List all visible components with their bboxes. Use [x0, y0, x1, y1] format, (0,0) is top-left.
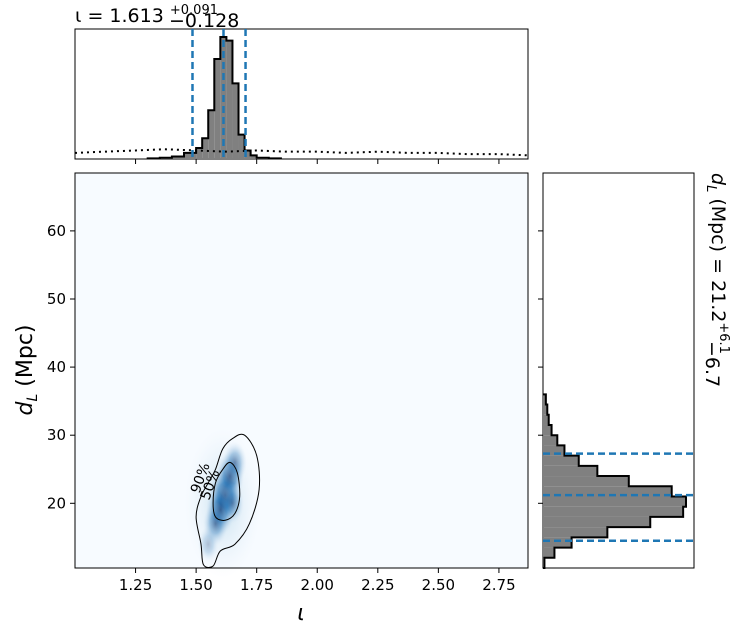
iota-histogram-frame [74, 28, 529, 160]
iota-hist-bar [196, 148, 203, 159]
joint-background [75, 173, 528, 568]
iota-histogram-panel: ι = 1.613 +0.091 −0.128 [74, 3, 529, 160]
dl-hist-bar [543, 394, 546, 405]
dl-hist-bar [543, 547, 555, 558]
iota-hist-outline [146, 36, 282, 160]
iota-prior-line [74, 148, 529, 157]
dl-title: dL (Mpc) = 21.2+6.1 −6.7 [701, 173, 731, 387]
iota-hist-bar [214, 58, 221, 159]
dl-hist-bar [543, 414, 549, 425]
y-tick-label: 30 [47, 426, 66, 444]
y-tick-label: 20 [47, 494, 66, 512]
iota-hist-bar [202, 138, 209, 159]
dl-hist-bar [543, 435, 558, 446]
y-tick-label: 50 [47, 290, 66, 308]
joint-posterior-panel: 90%50% 1.25 1.50 1.75 2.00 2.25 2.50 2.7520304… [13, 159, 543, 626]
dl-hist-bar [543, 424, 552, 436]
dl-hist-bar [543, 404, 548, 415]
x-tick-label: 2.00 [301, 576, 334, 594]
x-tick-label: 1.25 [119, 576, 152, 594]
y-tick-label: 40 [47, 358, 66, 376]
y-tick-label: 60 [47, 222, 66, 240]
dl-histogram-panel: dL (Mpc) = 21.2+6.1 −6.7 [542, 172, 731, 569]
dl-hist-outline [543, 393, 687, 569]
joint-frame [74, 172, 529, 569]
x-axis-label: ι [297, 601, 304, 626]
dl-hist-bar [543, 486, 672, 497]
dl-hist-bar [543, 496, 686, 507]
dl-title-sub: −6.7 [701, 341, 723, 387]
x-tick-label: 2.25 [361, 576, 394, 594]
dl-hist-bar [543, 476, 629, 487]
iota-hist-bar [171, 156, 185, 159]
x-tick-label: 2.75 [482, 576, 515, 594]
dl-hist-bar [543, 506, 684, 517]
y-axis-label: dL (Mpc) [13, 325, 41, 416]
iota-hist-bar [226, 40, 233, 159]
x-tick-label: 1.50 [179, 576, 212, 594]
dl-hist-bar [543, 537, 572, 548]
dl-hist-bar [543, 455, 579, 466]
iota-title-sub: −0.128 [169, 10, 239, 32]
dl-hist-bar [543, 465, 598, 477]
dl-hist-bar [543, 527, 608, 538]
iota-hist-bar [184, 152, 197, 159]
x-tick-label: 1.75 [240, 576, 273, 594]
iota-hist-bar [208, 110, 215, 159]
iota-hist-bar [244, 150, 251, 159]
dl-hist-bar [543, 516, 651, 528]
svg-text:dL (Mpc) = 21.2+6.1: dL (Mpc) = 21.2+6.1 [703, 173, 731, 354]
iota-hist-bar [232, 83, 239, 159]
contour-50 [212, 461, 241, 521]
heatmap-cell [197, 525, 219, 563]
iota-hist-bar [250, 155, 257, 159]
heatmap-cell [220, 483, 245, 524]
contour-90 [195, 433, 261, 568]
dl-hist-bar [543, 445, 565, 456]
iota-hist-bar [238, 134, 245, 159]
iota-title: ι = 1.613 +0.091 [75, 3, 218, 27]
x-tick-label: 2.50 [422, 576, 455, 594]
heatmap-cell [222, 441, 247, 484]
